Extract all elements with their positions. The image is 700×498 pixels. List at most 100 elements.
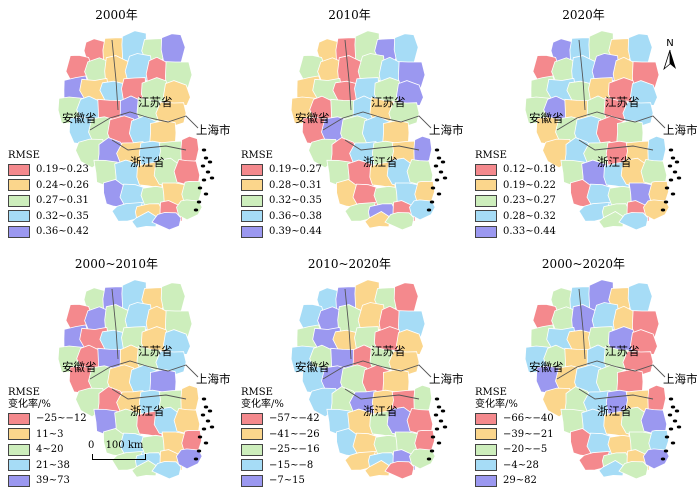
- island-mark: [197, 186, 203, 190]
- legend-heading: RMSE: [8, 150, 40, 161]
- province-boundary: [556, 360, 666, 380]
- legend-label: −57~−42: [269, 413, 320, 425]
- legend-swatch: [8, 194, 30, 207]
- province-label-zhejiang: 浙江省: [130, 404, 165, 418]
- legend-heading: RMSE: [8, 387, 40, 398]
- legend-swatch: [475, 443, 497, 456]
- legend-swatch: [475, 210, 497, 223]
- island-mark: [436, 405, 442, 409]
- legend-entry: −66~−40: [475, 411, 554, 427]
- legend: RMSE 0.19~0.23 0.24~0.26 0.27~0.31 0.32~0.35…: [8, 150, 89, 240]
- legend-swatch: [241, 474, 263, 487]
- legend-label: 0.32~0.35: [36, 210, 89, 222]
- province-label-shanghai: 上海市: [196, 123, 231, 137]
- island-mark: [201, 148, 207, 152]
- north-arrow: N: [660, 38, 680, 75]
- legend-swatch: [475, 428, 497, 441]
- province-label-shanghai: 上海市: [663, 372, 698, 386]
- legend-label: −25~−16: [269, 444, 320, 456]
- island-mark: [193, 457, 199, 461]
- legend-entry: −7~15: [241, 473, 320, 489]
- legend-label: 0.36~0.38: [269, 210, 322, 222]
- map-region: [155, 350, 187, 376]
- legend-label: 29~82: [503, 475, 537, 487]
- island-mark: [438, 170, 444, 174]
- legend: RMSE 变化率/% −25~−12 11~3 4~20 21~38 39~73: [8, 387, 87, 489]
- legend-label: 21~38: [36, 459, 70, 471]
- province-boundary: [578, 388, 654, 400]
- map-region: [151, 212, 182, 231]
- province-boundary: [111, 388, 187, 400]
- panel-title: 2020年: [562, 8, 605, 22]
- map-region: [396, 329, 424, 357]
- legend-swatch: [475, 412, 497, 425]
- legend-entry: 29~82: [475, 473, 554, 489]
- legend-entry: 0.39~0.44: [241, 224, 322, 240]
- map-region: [181, 429, 203, 452]
- island-mark: [196, 449, 202, 453]
- island-mark: [201, 427, 207, 431]
- island-mark: [667, 164, 673, 168]
- island-mark: [205, 419, 211, 423]
- province-label-jiangsu: 江苏省: [605, 344, 640, 358]
- island-mark: [676, 176, 682, 180]
- province-label-shanghai: 上海市: [429, 123, 464, 137]
- legend-swatch: [8, 428, 30, 441]
- legend-swatch: [475, 474, 497, 487]
- legend-swatch: [241, 163, 263, 176]
- legend-entry: 0.23~0.27: [475, 193, 556, 209]
- island-mark: [670, 192, 676, 196]
- island-mark: [663, 200, 669, 204]
- legend-label: −39~−21: [503, 428, 554, 440]
- island-mark: [203, 156, 209, 160]
- scale-bar-zero: 0: [88, 440, 95, 451]
- map-panel: 2000年 江苏省 安徽省 上海市 浙江省 RMSE 0.19~0.23 0.24~0.26 0…: [0, 0, 233, 249]
- island-mark: [442, 425, 448, 429]
- map-region: [384, 212, 415, 231]
- map-region: [409, 199, 436, 221]
- north-arrow-icon: [663, 49, 676, 71]
- legend-entry: −25~−12: [8, 411, 87, 427]
- island-mark: [201, 397, 207, 401]
- island-mark: [668, 148, 674, 152]
- map-region: [364, 460, 391, 478]
- island-mark: [668, 427, 674, 431]
- map-region: [413, 384, 433, 414]
- legend-swatch: [241, 210, 263, 223]
- legend-swatch: [475, 225, 497, 238]
- legend-entry: −20~−5: [475, 442, 554, 458]
- legend-swatch: [241, 443, 263, 456]
- map-region: [618, 212, 649, 231]
- north-letter: N: [666, 38, 674, 49]
- province-boundary: [322, 111, 432, 131]
- island-mark: [674, 160, 680, 164]
- legend: RMSE 变化率/% −57~−42 −41~−26 −25~−16 −15~−8 −7~1…: [241, 387, 320, 489]
- scale-bar-line: [92, 454, 146, 460]
- island-mark: [668, 397, 674, 401]
- island-mark: [670, 441, 676, 445]
- legend-entry: 39~73: [8, 473, 87, 489]
- legend: RMSE 变化率/% −66~−40 −39~−21 −20~−5 −4~28 29~82: [475, 387, 554, 489]
- island-mark: [205, 170, 211, 174]
- legend-heading: 变化率/%: [241, 399, 284, 410]
- legend-entry: −25~−16: [241, 442, 320, 458]
- province-label-anhui: 安徽省: [295, 111, 330, 125]
- legend-label: 0.39~0.44: [269, 226, 322, 238]
- legend-label: −4~28: [503, 459, 539, 471]
- island-mark: [200, 413, 206, 417]
- legend-label: 11~3: [36, 428, 64, 440]
- island-mark: [429, 449, 435, 453]
- island-mark: [434, 427, 440, 431]
- map-region: [622, 350, 654, 376]
- legend-swatch: [8, 459, 30, 472]
- legend-label: 39~73: [36, 475, 70, 487]
- map-region: [180, 384, 200, 414]
- map-region: [131, 460, 158, 478]
- island-mark: [193, 208, 199, 212]
- map-panel: 2010~2020年 江苏省 安徽省 上海市 浙江省 RMSE 变化率/% −57~−42 −4…: [233, 249, 466, 498]
- scale-bar-distance: 100 km: [105, 440, 144, 451]
- legend-swatch: [8, 179, 30, 192]
- legend-entry: 0.12~0.18: [475, 162, 556, 178]
- map-region: [181, 180, 203, 203]
- island-mark: [430, 186, 436, 190]
